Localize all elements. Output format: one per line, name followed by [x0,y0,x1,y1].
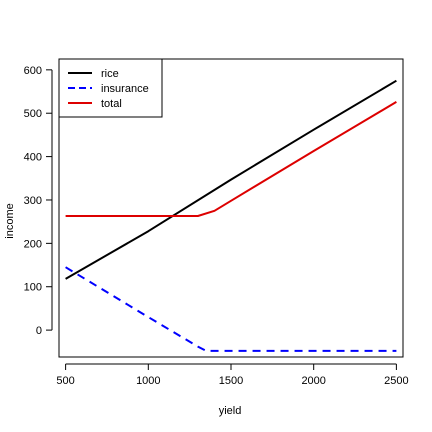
y-tick-label: 300 [24,195,42,207]
series-line-total [65,101,397,217]
series-line-rice [65,79,397,280]
y-tick-label: 100 [24,282,42,294]
x-axis: 500 1000 1500 2000 2500 [56,363,409,387]
y-tick-label: 600 [24,65,42,77]
legend-label-rice: rice [101,68,119,80]
x-tick-label: 1500 [219,375,243,387]
x-tick-label: 1000 [136,375,160,387]
legend-box [58,58,163,118]
legend: rice insurance total [58,58,163,118]
x-tick-label: 500 [56,375,74,387]
plot-frame [58,58,404,358]
legend-label-insurance: insurance [101,83,149,95]
y-axis-label: income [4,203,16,238]
y-tick-label: 200 [24,238,42,250]
series-layer [65,79,397,352]
x-tick-label: 2500 [384,375,408,387]
series-line-insurance [65,266,397,352]
y-axis: 0 100 200 300 400 500 600 [24,65,53,337]
y-tick-label: 400 [24,152,42,164]
y-tick-label: 500 [24,108,42,120]
x-axis-label: yield [219,405,242,417]
legend-label-total: total [101,98,122,110]
x-tick-label: 2000 [301,375,325,387]
y-tick-label: 0 [36,325,42,337]
